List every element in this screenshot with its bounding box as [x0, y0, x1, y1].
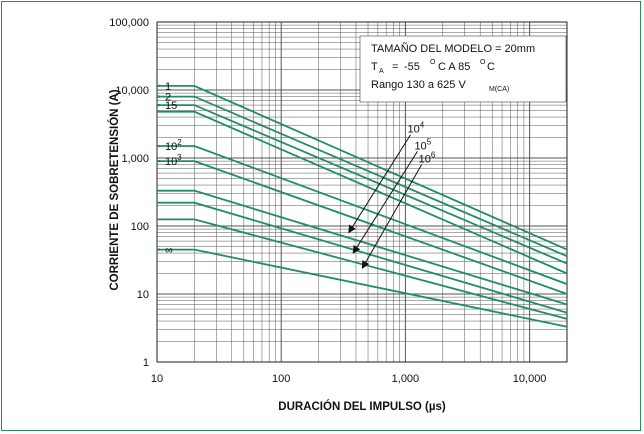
x-tick-label: 100	[272, 373, 290, 385]
voltage-subscript: M(CA)	[489, 86, 509, 93]
series-label-3: 15	[165, 100, 177, 112]
y-tick-label: 10	[137, 289, 149, 301]
temp-low: -55	[404, 61, 420, 73]
arrow-2	[352, 151, 418, 254]
temp-equals: =	[392, 61, 398, 73]
series-line-8	[157, 201, 568, 314]
series-line-2	[157, 95, 568, 258]
x-axis-title: DURACIÓN DEL IMPULSO (µs)	[278, 400, 446, 413]
plot-border	[156, 21, 568, 363]
series-lines	[157, 85, 568, 328]
series-line-6	[157, 160, 568, 295]
series-line-1	[157, 85, 568, 251]
temp-subscript: A	[379, 68, 384, 75]
conditions-line-1: TAMAÑO DEL MODELO = 20mm	[371, 42, 535, 55]
y-tick-label: 1	[143, 357, 149, 369]
series-label-1: 1	[165, 81, 171, 93]
temp-unit: C	[487, 61, 495, 73]
y-tick-label: 1,000	[121, 153, 149, 165]
x-tick-label: 1,000	[392, 373, 420, 385]
voltage-range: Rango 130 a 625 V	[371, 79, 466, 91]
temp-high: C A 85	[438, 61, 470, 73]
series-line-5	[157, 145, 568, 285]
conditions-box: TAMAÑO DEL MODELO = 20mm T A = -55 O C A…	[359, 35, 567, 103]
arrow-3	[361, 164, 423, 270]
y-tick-labels: 1 10 100 1,000 10,000 100,000	[109, 17, 149, 369]
arrow-label-3: 106	[419, 151, 436, 166]
series-line-4	[157, 110, 568, 275]
y-tick-label: 100	[131, 221, 149, 233]
degree-1: O	[430, 59, 436, 66]
series-label-6: 103	[165, 153, 182, 168]
arrow-1	[348, 134, 411, 234]
series-label-5: 102	[165, 138, 182, 153]
series-line-10	[157, 248, 568, 328]
series-label-2: 2	[165, 92, 171, 104]
x-tick-labels: 10 100 1,000 10,000	[151, 373, 547, 385]
arrow-label-2: 105	[414, 137, 431, 152]
x-tick-label: 10,000	[513, 373, 547, 385]
arrow-label-1: 104	[408, 121, 425, 136]
series-line-7	[157, 189, 568, 306]
series-line-3	[157, 104, 568, 265]
x-tick-label: 10	[151, 373, 163, 385]
temp-symbol: T	[371, 61, 378, 73]
degree-2: O	[480, 59, 486, 66]
series-line-9	[157, 218, 568, 320]
y-axis-title: CORRIENTE DE SOBRETENSIÓN (A)	[108, 89, 121, 290]
y-tick-label: 100,000	[109, 17, 149, 29]
y-tick-label: 10,000	[115, 85, 149, 97]
series-label-10: ∞	[165, 245, 173, 257]
